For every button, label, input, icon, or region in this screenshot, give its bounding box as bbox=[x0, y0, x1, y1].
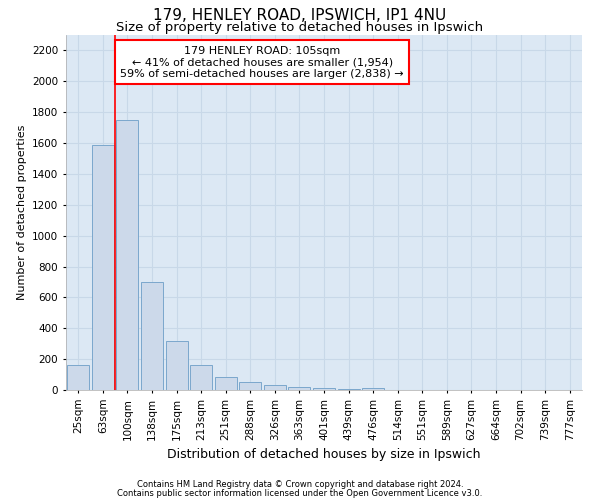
Bar bbox=[338, 389, 359, 390]
Bar bbox=[190, 366, 212, 390]
Y-axis label: Number of detached properties: Number of detached properties bbox=[17, 125, 26, 300]
Bar bbox=[215, 377, 237, 390]
Bar bbox=[67, 366, 89, 390]
Text: Size of property relative to detached houses in Ipswich: Size of property relative to detached ho… bbox=[116, 21, 484, 34]
Bar bbox=[92, 144, 114, 390]
Text: Contains public sector information licensed under the Open Government Licence v3: Contains public sector information licen… bbox=[118, 488, 482, 498]
Bar bbox=[313, 388, 335, 390]
X-axis label: Distribution of detached houses by size in Ipswich: Distribution of detached houses by size … bbox=[167, 448, 481, 461]
Bar bbox=[264, 386, 286, 390]
Text: 179, HENLEY ROAD, IPSWICH, IP1 4NU: 179, HENLEY ROAD, IPSWICH, IP1 4NU bbox=[154, 8, 446, 22]
Bar bbox=[362, 388, 384, 390]
Bar bbox=[239, 382, 262, 390]
Text: 179 HENLEY ROAD: 105sqm
← 41% of detached houses are smaller (1,954)
59% of semi: 179 HENLEY ROAD: 105sqm ← 41% of detache… bbox=[120, 46, 404, 79]
Bar bbox=[141, 282, 163, 390]
Bar bbox=[166, 340, 188, 390]
Text: Contains HM Land Registry data © Crown copyright and database right 2024.: Contains HM Land Registry data © Crown c… bbox=[137, 480, 463, 489]
Bar bbox=[116, 120, 139, 390]
Bar bbox=[289, 387, 310, 390]
